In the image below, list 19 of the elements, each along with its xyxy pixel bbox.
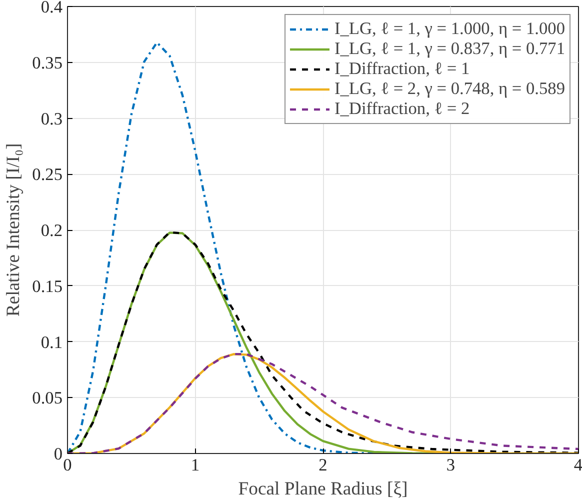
x-tick-label: 3 xyxy=(446,456,456,474)
y-tick-label: 0.2 xyxy=(40,221,63,240)
y-tick-label: 0.15 xyxy=(32,276,63,296)
x-tick-label: 4 xyxy=(574,456,582,474)
legend-label: I_Diffraction, ℓ = 1 xyxy=(334,59,470,79)
y-tick-label: 0.3 xyxy=(40,109,63,128)
legend-label: I_LG, ℓ = 1, γ = 1.000, η = 1.000 xyxy=(334,19,565,39)
x-tick-label: 2 xyxy=(318,456,328,474)
x-axis-title: Focal Plane Radius [ξ] xyxy=(238,478,408,500)
y-tick-label: 0.4 xyxy=(40,0,63,16)
legend-label: I_LG, ℓ = 1, γ = 0.837, η = 0.771 xyxy=(334,39,565,59)
y-tick-label: 0.05 xyxy=(32,388,63,408)
y-tick-label: 0.1 xyxy=(40,332,63,352)
y-tick-label: 0.35 xyxy=(32,53,63,72)
legend-label: I_LG, ℓ = 2, γ = 0.748, η = 0.589 xyxy=(334,79,565,99)
x-tick-label: 1 xyxy=(190,456,200,474)
y-axis-title: Relative Intensity [I/I₀] xyxy=(3,143,24,317)
legend-label: I_Diffraction, ℓ = 2 xyxy=(334,99,470,119)
y-tick-label: 0.25 xyxy=(32,165,63,184)
